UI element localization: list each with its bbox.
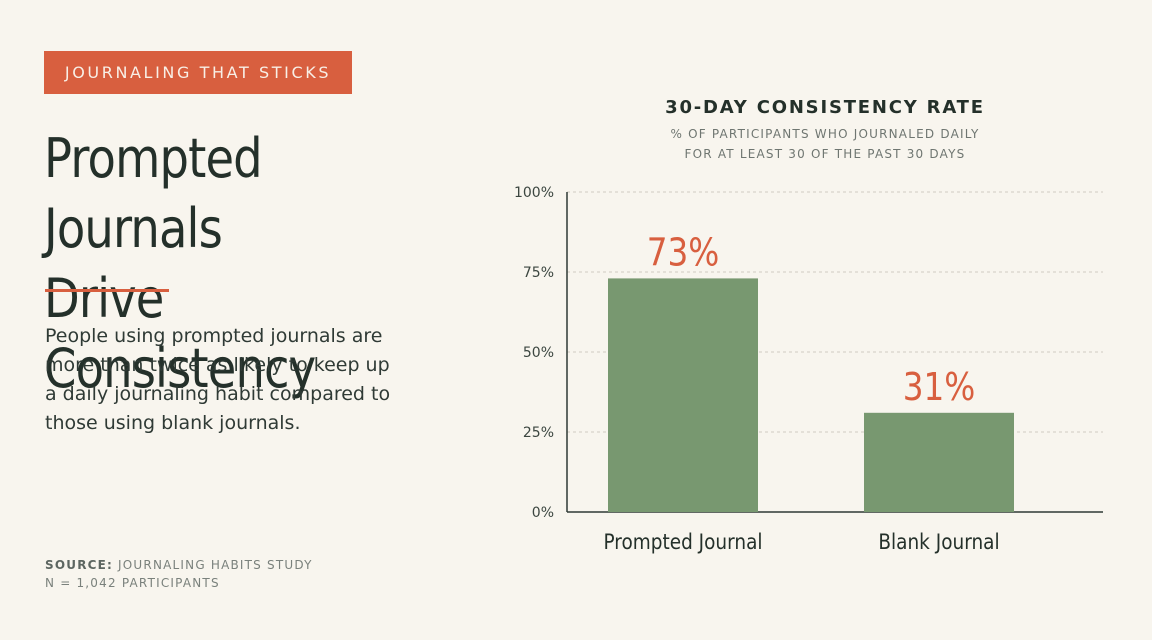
bar-blank-journal [864, 412, 1014, 512]
sample-size: N = 1,042 PARTICIPANTS [45, 576, 220, 590]
y-tick-label: 100% [514, 185, 554, 201]
y-tick-label: 50% [523, 345, 554, 361]
summary-paragraph: People using prompted journals are more … [45, 325, 391, 434]
y-tick-label: 25% [523, 425, 554, 441]
chart-subtitle-line-1: % OF PARTICIPANTS WHO JOURNALED DAILY [670, 127, 980, 141]
headline-line-2: Drive Consistency [44, 267, 316, 400]
source-label: SOURCE: [45, 558, 114, 572]
page-headline: Prompted Journals Drive Consistency [44, 124, 440, 404]
source-note: SOURCE: JOURNALING HABITS STUDY N = 1,04… [45, 556, 313, 592]
bar-value-label: 31% [903, 365, 976, 409]
consistency-bar-chart: 0% 25% 50% 75% 100% 73% Prompted Journal 31% Bla… [514, 185, 1103, 554]
x-category-label: Prompted Journal [603, 530, 762, 554]
section-badge: JOURNALING THAT STICKS [44, 51, 352, 94]
accent-divider [45, 289, 169, 292]
source-name: JOURNALING HABITS STUDY [118, 558, 313, 572]
y-tick-label: 75% [523, 265, 554, 281]
chart-title: 30-DAY CONSISTENCY RATE [665, 97, 985, 118]
source-line: SOURCE: JOURNALING HABITS STUDY [45, 556, 313, 574]
chart-subtitle: % OF PARTICIPANTS WHO JOURNALED DAILY FO… [590, 124, 1060, 164]
chart-subtitle-line-2: FOR AT LEAST 30 OF THE PAST 30 DAYS [684, 147, 966, 161]
y-tick-label: 0% [532, 505, 554, 521]
bar-value-label: 73% [647, 231, 720, 275]
bar-prompted-journal [608, 278, 758, 512]
x-category-label: Blank Journal [878, 530, 999, 554]
headline-line-1: Prompted Journals [44, 127, 263, 260]
